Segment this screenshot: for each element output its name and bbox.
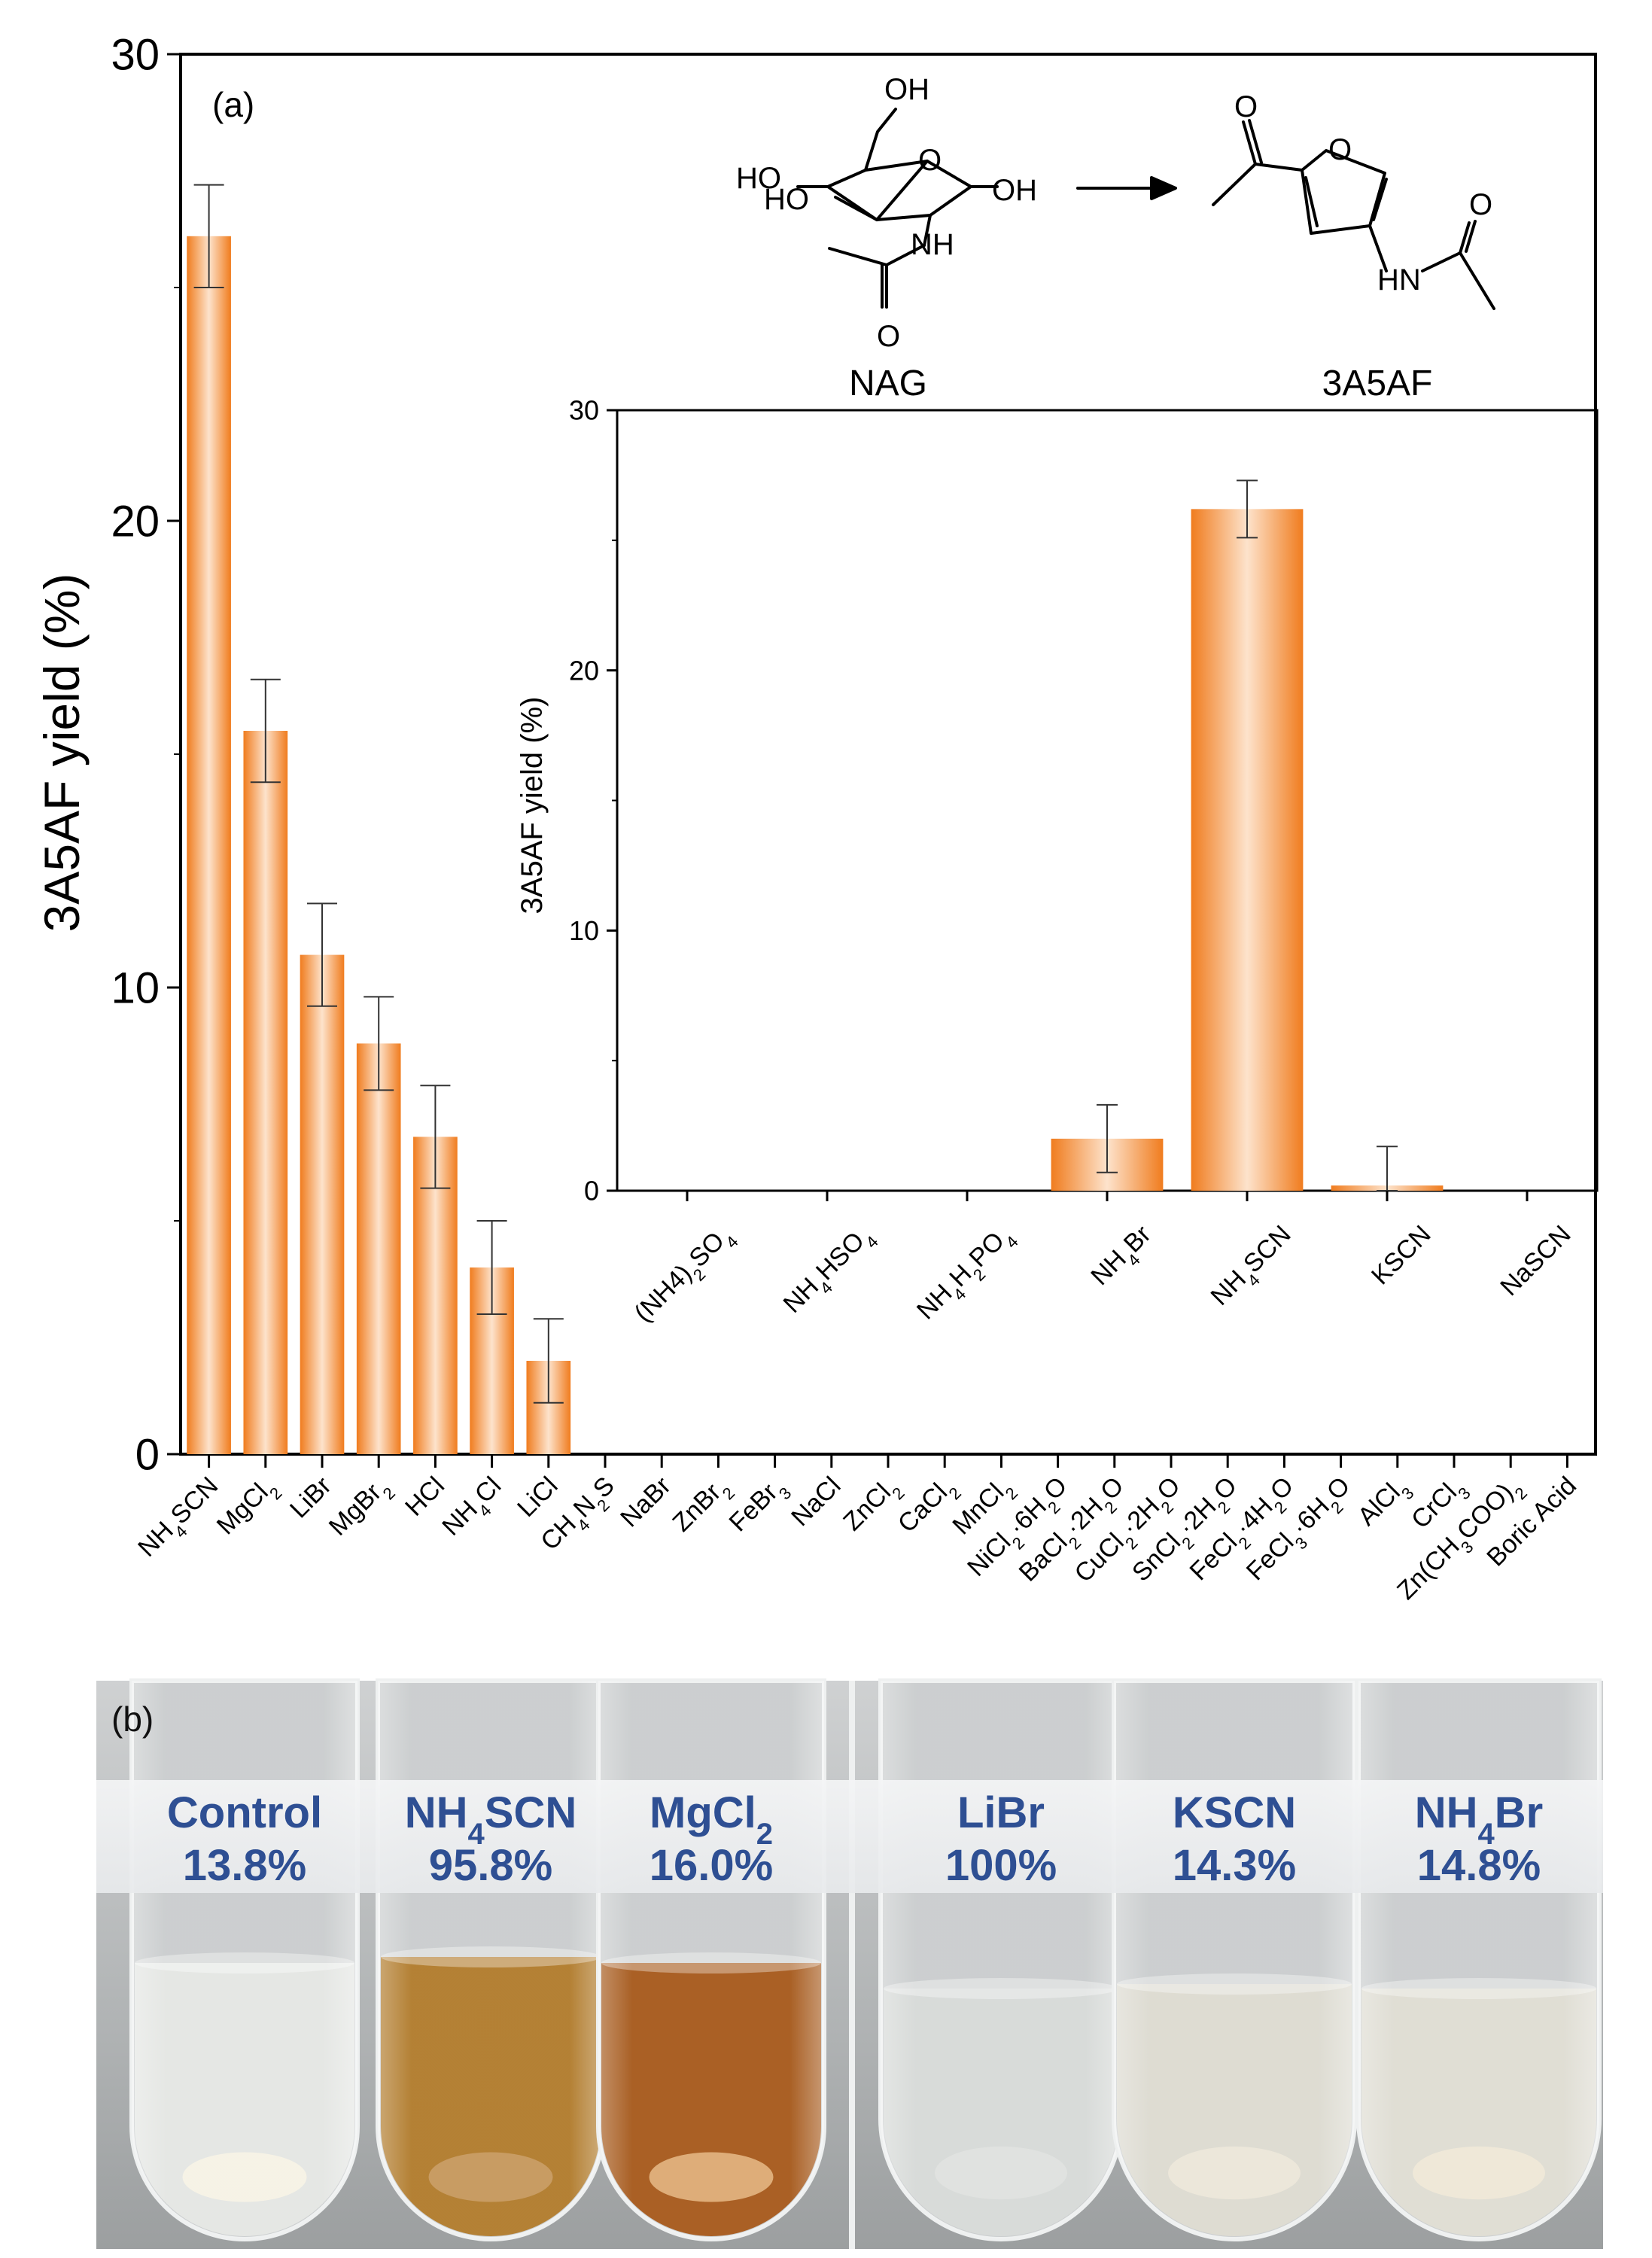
atom-label: OH (884, 73, 929, 106)
inset-y-axis: 0 10 20 30 (569, 395, 617, 1207)
tube-value-label: 95.8% (429, 1841, 552, 1890)
x-tick-label: NH4SCN (1206, 1220, 1302, 1316)
reaction-arrow (1076, 176, 1177, 200)
x-tick-label: NH4HSO4 (778, 1220, 882, 1324)
atom-label: NH (911, 228, 954, 261)
y-tick-label: 30 (111, 30, 160, 79)
atom-label: O (877, 320, 900, 353)
nag-structure (796, 108, 999, 309)
photo-divider (849, 1681, 855, 2249)
tube-name-label: NH4Br (1415, 1788, 1544, 1851)
scheme-atom-labels: OH HO HO O OH NH O O O HN O (736, 73, 1492, 353)
y-tick-label: 20 (111, 497, 160, 546)
tube-highlight (1358, 1681, 1599, 2239)
x-tick-label: NaBr (615, 1471, 677, 1533)
label-band (96, 1780, 1603, 1893)
atom-label: O (1234, 90, 1258, 123)
tube-highlight (1114, 1681, 1355, 2239)
tube-highlight (881, 1681, 1121, 2239)
tube-name-label: NH4SCN (405, 1788, 577, 1851)
bar (187, 236, 231, 1454)
inset-y-axis-label: 3A5AF yield (%) (516, 697, 549, 914)
bar (300, 954, 345, 1454)
reactant-label: NAG (849, 364, 927, 403)
tube-highlight (598, 1681, 824, 2239)
bar (413, 1137, 458, 1454)
x-tick-label: NaCl (786, 1471, 846, 1532)
y-tick-label: 0 (135, 1430, 160, 1479)
panel-b-label: (b) (111, 1700, 154, 1739)
atom-label: O (1469, 188, 1492, 221)
y-tick-label: 20 (569, 655, 599, 686)
tube-name-label: MgCl2 (650, 1788, 773, 1851)
x-tick-label: HCl (400, 1471, 450, 1522)
main-y-axis-label: 3A5AF yield (%) (34, 574, 90, 933)
x-tick-label: NH4Br (1085, 1220, 1161, 1296)
y-tick-label: 0 (584, 1176, 599, 1207)
x-tick-label: ZnBr2 (667, 1471, 738, 1542)
x-tick-label: (NH4)2SO4 (629, 1220, 742, 1333)
y-tick-label: 10 (111, 963, 160, 1012)
tube-highlight (132, 1681, 357, 2239)
x-tick-label: CaCl2 (893, 1471, 965, 1544)
bar (1191, 509, 1304, 1191)
tube-value-label: 13.8% (183, 1841, 306, 1890)
atom-label: O (1328, 133, 1352, 166)
main-y-axis: 0 10 20 30 (111, 30, 181, 1479)
inset-bar-chart: 0 10 20 30 (NH4)2SO4 NH4HSO4 NH4H2PO4 NH4Br NH4… (516, 395, 1599, 1333)
tube-name-label: KSCN (1173, 1788, 1296, 1837)
panel-a-label: (a) (212, 85, 254, 124)
product-label: 3A5AF (1322, 364, 1433, 403)
atom-label: HN (1377, 263, 1421, 297)
x-tick-label: ZnCl2 (838, 1471, 908, 1541)
x-tick-label: MnCl2 (947, 1471, 1021, 1545)
atom-label: OH (992, 174, 1037, 207)
x-tick-label: MgCl2 (211, 1471, 285, 1545)
x-tick-label: FeBr3 (724, 1471, 795, 1542)
tube-name-label: LiBr (957, 1788, 1045, 1837)
inset-x-axis: (NH4)2SO4 NH4HSO4 NH4H2PO4 NH4Br NH4SCN KSCN N… (629, 1191, 1577, 1333)
tube-value-label: 100% (945, 1841, 1057, 1890)
tube-value-label: 16.0% (650, 1841, 773, 1890)
3a5af-structure (1212, 119, 1495, 310)
x-tick-label: NaSCN (1495, 1220, 1576, 1301)
atom-label: HO (736, 162, 781, 195)
inset-plot-frame (616, 409, 1599, 1192)
atom-label: O (918, 144, 942, 177)
x-tick-label: KSCN (1366, 1220, 1437, 1291)
y-tick-label: 30 (569, 395, 599, 426)
x-tick-label: NH4H2PO4 (911, 1220, 1022, 1331)
tube-value-label: 14.3% (1173, 1841, 1296, 1890)
atom-label: HO (764, 183, 809, 216)
main-bars (187, 184, 571, 1454)
inset-bars (1051, 479, 1444, 1191)
y-tick-label: 10 (569, 915, 599, 946)
tube-value-label: 14.8% (1417, 1841, 1541, 1890)
tube-name-label: Control (167, 1788, 322, 1837)
x-tick-label: AlCl3 (1352, 1471, 1417, 1536)
reaction-scheme (796, 108, 1495, 310)
tube-highlight (378, 1681, 604, 2239)
bar (243, 731, 288, 1454)
bar (356, 1043, 401, 1454)
x-tick-label: NH4Cl (437, 1471, 512, 1547)
x-tick-label: MgBr2 (324, 1471, 399, 1547)
